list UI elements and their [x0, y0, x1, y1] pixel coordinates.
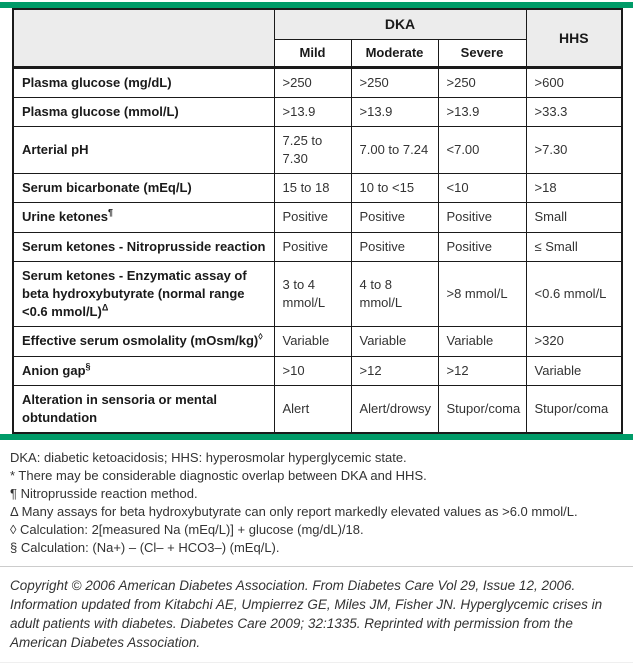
value-cell: Variable [437, 326, 527, 357]
table-row: Plasma glucose (mmol/L) >13.9 >13.9 >13.9 >3… [12, 96, 623, 127]
footnote-line: Δ Many assays for beta hydroxybutyrate c… [10, 504, 578, 520]
value-cell: 7.25 to 7.30 [273, 125, 352, 175]
value-cell: >12 [437, 355, 527, 386]
table-row: Serum ketones - Nitroprusside reaction Po… [12, 231, 623, 262]
value-cell: 15 to 18 [273, 173, 352, 204]
value-cell: Positive [437, 231, 527, 262]
table-row: Alteration in sensoria or mental obtunda… [12, 384, 623, 434]
footnotes-section: DKA: diabetic ketoacidosis; HHS: hyperos… [0, 440, 633, 557]
value-cell: Stupor/coma [437, 384, 527, 434]
table-body: Plasma glucose (mg/dL) >250 >250 >250 >600 Pl… [12, 66, 623, 434]
row-label: Serum bicarbonate (mEq/L) [12, 173, 275, 204]
footnote-marker: ¶ [107, 208, 113, 219]
value-cell: Positive [437, 202, 527, 233]
value-cell: >250 [273, 66, 352, 98]
value-cell: Positive [350, 231, 439, 262]
footnote-line: * There may be considerable diagnostic o… [10, 468, 427, 484]
table-row: Plasma glucose (mg/dL) >250 >250 >250 >600 [12, 66, 623, 98]
hhs-group-header: HHS [525, 8, 623, 69]
corner-header-cell [12, 8, 275, 69]
row-label: Serum ketones - Enzymatic assay of beta … [12, 260, 275, 328]
subheader-severe: Severe [437, 38, 527, 69]
value-cell: 7.00 to 7.24 [350, 125, 439, 175]
bottom-accent-bar [0, 434, 633, 441]
value-cell: >600 [525, 66, 623, 98]
footnote-marker: § [85, 361, 91, 372]
value-cell: Variable [525, 355, 623, 386]
value-cell: Positive [273, 202, 352, 233]
footnote-line: DKA: diabetic ketoacidosis; HHS: hyperos… [10, 450, 407, 466]
section-divider [0, 566, 633, 568]
table-row: Urine ketones¶ Positive Positive Positive Sm… [12, 202, 623, 233]
value-cell: Alert/drowsy [350, 384, 439, 434]
table-header: DKA HHS Mild Moderate Severe [12, 8, 623, 69]
value-cell: Stupor/coma [525, 384, 623, 434]
value-cell: Small [525, 202, 623, 233]
value-cell: >12 [350, 355, 439, 386]
row-label: Arterial pH [12, 125, 275, 175]
footnote-line: ◊ Calculation: 2[measured Na (mEq/L)] + … [10, 522, 364, 538]
copyright-text: Copyright © 2006 American Diabetes Assoc… [10, 578, 603, 651]
row-label: Urine ketones¶ [12, 202, 275, 233]
value-cell: 4 to 8 mmol/L [350, 260, 439, 328]
value-cell: Variable [350, 326, 439, 357]
value-cell: >33.3 [525, 96, 623, 127]
value-cell: ≤ Small [525, 231, 623, 262]
row-label: Effective serum osmolality (mOsm/kg)◊ [12, 326, 275, 357]
table-row: Arterial pH 7.25 to 7.30 7.00 to 7.24 <7.00… [12, 125, 623, 175]
row-label: Alteration in sensoria or mental obtunda… [12, 384, 275, 434]
row-label: Plasma glucose (mg/dL) [12, 66, 275, 98]
value-cell: 10 to <15 [350, 173, 439, 204]
row-label: Serum ketones - Nitroprusside reaction [12, 231, 275, 262]
value-cell: 3 to 4 mmol/L [273, 260, 352, 328]
value-cell: >7.30 [525, 125, 623, 175]
row-label: Plasma glucose (mmol/L) [12, 96, 275, 127]
value-cell: >13.9 [350, 96, 439, 127]
value-cell: >320 [525, 326, 623, 357]
table-row: Anion gap§ >10 >12 >12 Variable [12, 355, 623, 386]
value-cell: Alert [273, 384, 352, 434]
value-cell: >250 [437, 66, 527, 98]
value-cell: Positive [273, 231, 352, 262]
value-cell: >13.9 [273, 96, 352, 127]
table-row: Serum bicarbonate (mEq/L) 15 to 18 10 to <… [12, 173, 623, 204]
group-header-row: DKA HHS [12, 8, 623, 69]
value-cell: <7.00 [437, 125, 527, 175]
value-cell: >10 [273, 355, 352, 386]
value-cell: <10 [437, 173, 527, 204]
footnote-line: § Calculation: (Na+) – (Cl– + HCO3–) (mE… [10, 540, 280, 556]
dka-hhs-criteria-table: DKA HHS Mild Moderate Severe Plasma glucos… [12, 8, 624, 435]
dka-group-header: DKA [273, 8, 527, 40]
table-row: Serum ketones - Enzymatic assay of beta … [12, 260, 623, 328]
top-accent-bar [0, 2, 633, 8]
subheader-moderate: Moderate [350, 38, 439, 69]
footnote-line: ¶ Nitroprusside reaction method. [10, 486, 198, 502]
severity-subheader-row: Mild Moderate Severe [13, 38, 622, 69]
table-container: DKA HHS Mild Moderate Severe Plasma glucos… [0, 8, 633, 435]
value-cell: >8 mmol/L [437, 260, 527, 328]
value-cell: >250 [350, 66, 439, 98]
table-row: Effective serum osmolality (mOsm/kg)◊ Var… [12, 326, 623, 357]
subheader-mild: Mild [273, 38, 352, 69]
row-label: Anion gap§ [12, 355, 275, 386]
value-cell: Positive [350, 202, 439, 233]
value-cell: >18 [525, 173, 623, 204]
footnote-marker: Δ [101, 302, 109, 313]
value-cell: >13.9 [437, 96, 527, 127]
value-cell: <0.6 mmol/L [525, 260, 623, 328]
footnote-marker: ◊ [258, 332, 263, 343]
value-cell: Variable [273, 326, 352, 357]
